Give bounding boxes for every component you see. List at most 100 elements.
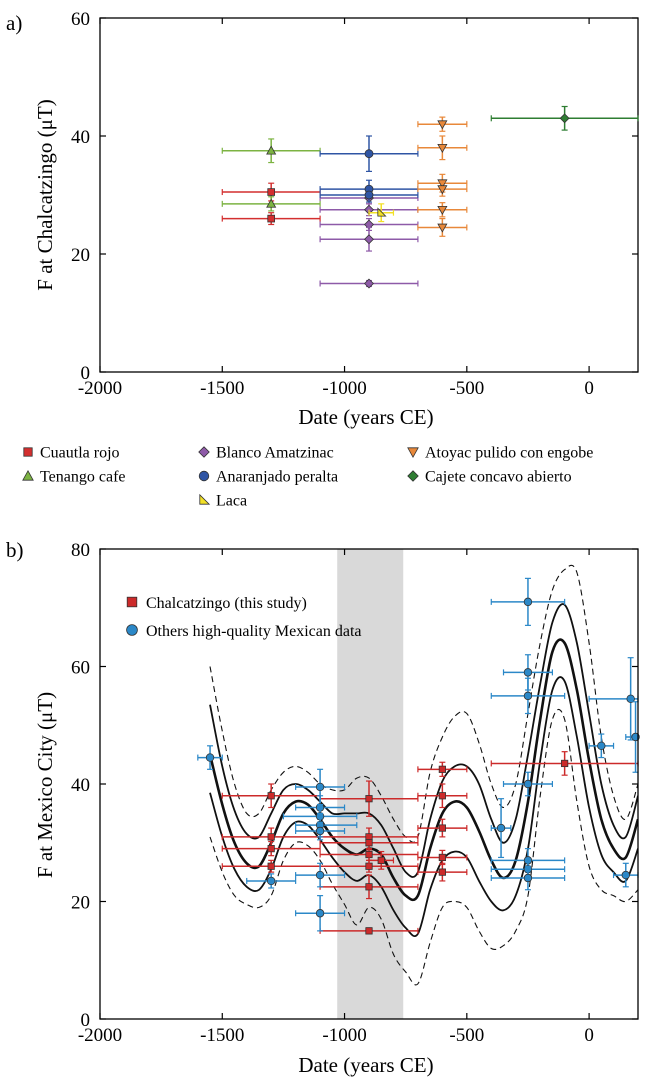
x-tick-label: -1000 (322, 378, 366, 399)
legend-item-cuautla: Cuautla rojo (23, 445, 120, 462)
data-point (221, 196, 321, 212)
legend-marker-blanco (198, 446, 210, 458)
marker-chalc_b (365, 883, 373, 891)
marker-blanco (364, 278, 374, 289)
marker-chalc_b (438, 765, 446, 773)
y-tick-label: 20 (71, 893, 90, 914)
data-point (221, 212, 321, 226)
data-point (246, 873, 297, 889)
x-tick-label: -1000 (322, 1025, 366, 1046)
data-point (490, 865, 566, 891)
chart-b-xlabel: Date (years CE) (298, 1053, 433, 1077)
marker-anaranjado (364, 190, 374, 200)
legend-label-laca: Laca (216, 493, 247, 510)
chart-b-marks (197, 577, 640, 935)
marker-chalc_b (438, 868, 446, 876)
y-tick-label: 20 (71, 245, 90, 266)
marker-chalc_b (365, 927, 373, 935)
marker-chalc_b (267, 833, 275, 841)
data-point (490, 798, 512, 859)
y-tick-label: 0 (81, 363, 91, 384)
x-tick-label: -500 (449, 1025, 484, 1046)
legend-marker-cajete (407, 470, 419, 482)
x-tick-label: -2000 (78, 1025, 122, 1046)
data-point (319, 927, 419, 935)
marker-others_b (205, 753, 215, 762)
legend-marker-tenango (22, 469, 34, 481)
marker-others_b (315, 870, 325, 880)
marker-others_b (621, 870, 630, 880)
legend-label-tenango: Tenango cafe (40, 469, 126, 486)
data-point (221, 840, 321, 857)
marker-others_b (626, 694, 635, 704)
data-point (490, 105, 639, 131)
legend-item-tenango: Tenango cafe (22, 469, 126, 486)
y-tick-label: 60 (71, 9, 90, 30)
x-tick-label: 0 (584, 378, 594, 399)
data-point (417, 202, 468, 218)
data-point (417, 862, 468, 882)
marker-atoyac (437, 120, 448, 130)
marker-chalc_b (267, 792, 275, 800)
marker-atoyac (437, 205, 448, 215)
legend-marker-others_b (126, 624, 138, 636)
marker-tenango (266, 198, 277, 208)
legend-marker-laca (199, 493, 211, 505)
legend-marker-cuautla (23, 447, 33, 457)
data-point (490, 677, 566, 715)
marker-others_b (523, 597, 533, 607)
marker-others_b (597, 741, 606, 751)
panel-a-label: a) (6, 11, 22, 35)
legend-label-atoyac: Atoyac pulido con engobe (425, 445, 593, 462)
data-point (295, 862, 346, 888)
marker-atoyac (437, 223, 448, 233)
chart-a-ylabel: F at Chalcatzingo (μT) (33, 99, 57, 290)
data-point (417, 818, 468, 838)
marker-chalc_b (267, 845, 275, 853)
marker-atoyac (437, 185, 448, 195)
chart-b-shaded-band (337, 549, 404, 1019)
y-tick-label: 80 (71, 540, 90, 561)
marker-chalc_b (438, 792, 446, 800)
marker-chalc_b (438, 824, 446, 832)
legend-marker-chalc_b (126, 596, 138, 608)
marker-chalc_b (365, 839, 373, 847)
chart-b-legend: Chalcatzingo (this study) Others high-qua… (126, 595, 362, 640)
data-point (490, 751, 639, 776)
curve-upper (209, 603, 638, 878)
marker-others_b (523, 691, 533, 701)
curve-lower-dashed (209, 708, 638, 986)
marker-chalc_b (365, 850, 373, 859)
legend-label-anaranjado: Anaranjado peralta (216, 469, 338, 486)
data-point (490, 577, 566, 626)
data-point (612, 862, 639, 888)
marker-laca (377, 207, 387, 217)
data-point (319, 835, 419, 851)
data-point (417, 116, 468, 132)
legend-marker-atoyac (407, 447, 419, 459)
data-point (417, 181, 468, 197)
marker-others_b (315, 782, 325, 792)
chart-a-legend: Cuautla rojo Tenango cafe Blanco Amatzinac… (22, 445, 593, 510)
marker-anaranjado (364, 149, 374, 159)
legend-item-laca: Laca (199, 493, 247, 510)
data-point (221, 138, 321, 164)
chart-b-ticks: -2000 -1500 -1000 -500 0 0 20 40 60 80 (71, 540, 638, 1046)
data-point (417, 218, 468, 237)
legend-item-others_b: Others high-quality Mexican data (126, 623, 362, 640)
y-tick-label: 40 (71, 127, 90, 148)
marker-others_b (315, 909, 325, 918)
data-point (319, 874, 419, 900)
chart-b-ylabel: F at Mexico City (μT) (33, 692, 57, 878)
curve-upper-dashed (209, 564, 638, 843)
x-tick-label: -2000 (78, 378, 122, 399)
data-point (417, 761, 468, 777)
marker-chalc_b (377, 856, 385, 864)
data-point (625, 701, 640, 773)
data-point (319, 226, 419, 252)
y-tick-label: 60 (71, 658, 90, 679)
data-point (197, 745, 223, 770)
x-tick-label: -1500 (200, 1025, 244, 1046)
data-point (319, 135, 419, 172)
